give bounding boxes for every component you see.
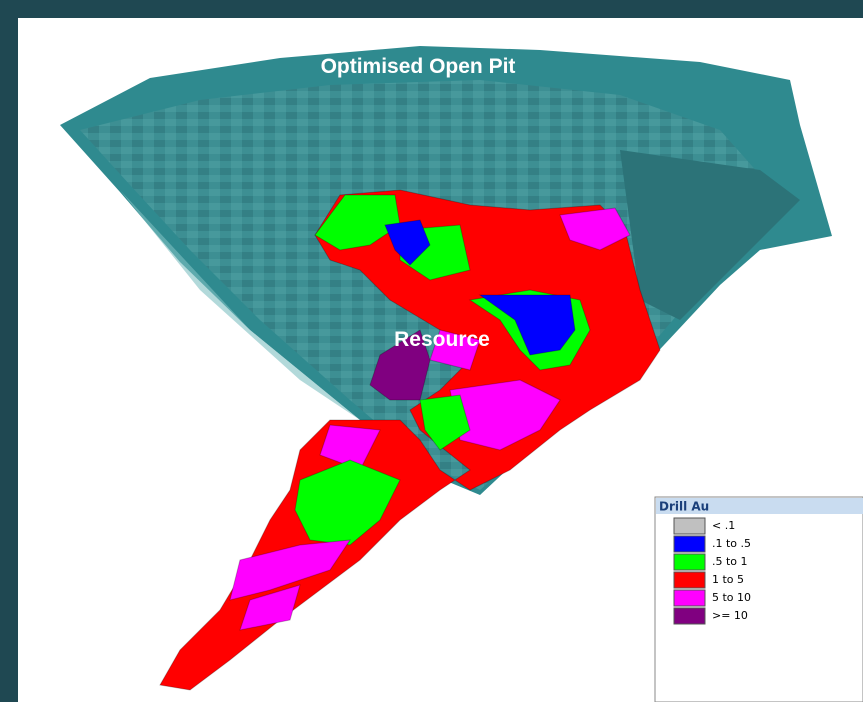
ore-body — [159, 189, 661, 691]
legend-swatch — [673, 553, 706, 571]
resource-label: Resource — [394, 328, 490, 351]
ore-block — [384, 219, 431, 266]
ore-block — [229, 539, 352, 601]
legend-title: Drill Au — [659, 500, 709, 514]
legend-label: .5 to 1 — [712, 555, 748, 568]
legend-label: < .1 — [712, 519, 735, 532]
ore-block — [294, 459, 401, 546]
legend-label: >= 10 — [712, 609, 748, 622]
ore-block — [478, 294, 576, 356]
legend-swatch — [673, 535, 706, 553]
legend-swatch — [673, 517, 706, 535]
legend-label: 5 to 10 — [712, 591, 751, 604]
ore-block — [419, 394, 471, 451]
legend-label: 1 to 5 — [712, 573, 744, 586]
legend: Drill Au < .1 .1 to .5 .5 to 1 1 to 5 5 to 1… — [654, 496, 863, 702]
ore-block — [449, 379, 561, 451]
legend-swatch — [673, 571, 706, 589]
ore-block — [239, 584, 301, 631]
legend-swatch — [673, 607, 706, 625]
ore-block — [559, 207, 631, 251]
ore-block — [429, 329, 481, 371]
pit-label: Optimised Open Pit — [321, 55, 516, 78]
legend-header — [656, 498, 863, 514]
legend-label: .1 to .5 — [712, 537, 751, 550]
pit-wall-shadow — [620, 150, 800, 320]
legend-swatch — [673, 589, 706, 607]
